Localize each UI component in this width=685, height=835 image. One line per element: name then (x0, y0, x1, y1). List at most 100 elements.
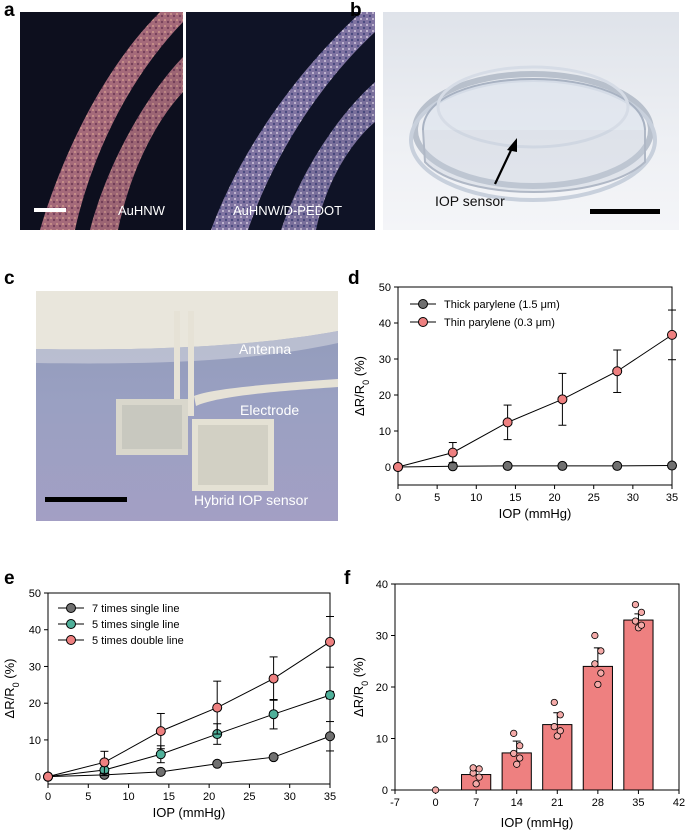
chart-e-series-line (47, 641, 331, 778)
chart-e-x-tick-label: 15 (163, 791, 175, 803)
panel-c-photo: Antenna Electrode Hybrid IOP sensor (36, 291, 338, 521)
chart-d-data-point (447, 447, 458, 458)
panel-d-letter: d (348, 268, 360, 289)
chart-f-data-point (556, 727, 564, 735)
chart-e-data-point (155, 766, 166, 777)
chart-f-data-point (637, 608, 646, 616)
chart-f-y-tick-label: 20 (376, 682, 388, 694)
chart-e-data-point (268, 673, 279, 684)
au-hnw-pedot-arc-image (211, 12, 375, 230)
chart-e-series-line (47, 735, 331, 778)
chart-e-y-tick-label: 20 (29, 698, 41, 710)
chart-f-data-point (431, 786, 440, 794)
chart-d-data-point (667, 460, 677, 471)
chart-d-y-tick-label: 0 (385, 462, 391, 474)
chart-e-legend-label: 7 times single line (92, 603, 179, 615)
scale-bar-a (34, 208, 66, 212)
arrow-icon (494, 138, 517, 185)
chart-f-x-tick-label: 0 (433, 797, 439, 809)
panel-b-photo: IOP sensor (383, 12, 679, 230)
chart-e-data-point (325, 690, 335, 701)
chart-d-data-point (502, 460, 513, 471)
chart-f-x-tick-label: -7 (390, 797, 400, 809)
panel-a-right-micrograph: AuHNW/D-PEDOT (186, 12, 375, 230)
chart-f-data-point (510, 749, 518, 758)
chart-f-data-point (591, 631, 599, 640)
chart-e-y-tick-label: 10 (29, 735, 41, 747)
hybrid-iop-sensor-label: Hybrid IOP sensor (194, 492, 309, 508)
chart-d-x-tick-label: 15 (509, 492, 521, 504)
chart-f-data-point (516, 754, 524, 762)
chart-e-data-point (268, 752, 279, 763)
chart-d-series-line (397, 334, 673, 468)
scale-bar-c (45, 497, 127, 502)
chart-f-y-tick-label: 30 (376, 631, 388, 643)
chart-d-legend-marker (418, 299, 428, 309)
chart-f-y-tick-label: 0 (382, 785, 388, 797)
chart-d-x-tick-label: 0 (395, 492, 401, 504)
chart-f-data-point (631, 617, 640, 625)
chart-d-legend-label: Thin parylene (0.3 μm) (444, 317, 555, 329)
chart-d-data-point (667, 329, 677, 340)
chart-e-legend-marker (66, 635, 76, 645)
chart-f-y-tick-label: 40 (376, 579, 388, 591)
panel-a-letter: a (4, 0, 15, 21)
chart-e-x-tick-label: 20 (203, 791, 215, 803)
chart-d-y-tick-label: 40 (379, 318, 391, 330)
chart-f-y-axis-label: ΔR/R0 (%) (351, 657, 370, 717)
chart-d-data-point (612, 366, 623, 377)
chart-f-data-point (516, 742, 524, 750)
panel-a-left-micrograph: AuHNW (20, 12, 183, 230)
chart-d-y-tick-label: 10 (379, 426, 391, 438)
panel-e-letter: e (4, 568, 15, 589)
chart-d-y-tick-label: 30 (379, 354, 391, 366)
chart-e-x-tick-label: 25 (243, 791, 255, 803)
chart-f-data-point (475, 773, 483, 781)
chart-f-data-point (637, 621, 646, 629)
chart-e-x-tick-label: 30 (284, 791, 296, 803)
chart-e-y-axis-label: ΔR/R0 (%) (2, 659, 21, 719)
chart-f-y-tick-label: 10 (376, 734, 388, 746)
chart-e-data-point (212, 702, 223, 713)
chart-e-y-tick-label: 40 (29, 625, 41, 637)
chart-d-y-tick-label: 20 (379, 390, 391, 402)
chart-f-data-point (597, 647, 605, 655)
chart-e-legend-label: 5 times single line (92, 619, 179, 631)
chart-d-x-tick-label: 30 (627, 492, 639, 504)
chart-d-plot-frame (397, 286, 673, 486)
chart-f-data-point (475, 765, 483, 773)
chart-f-data-point (513, 760, 521, 768)
chart-e-data-point (212, 758, 223, 769)
chart-d-x-tick-label: 20 (548, 492, 560, 504)
chart-e-y-tick-label: 0 (35, 772, 41, 784)
chart-e-data-point (268, 709, 279, 720)
au-hnw-pedot-label: AuHNW/D-PEDOT (233, 203, 343, 218)
chart-e-data-point (155, 726, 166, 737)
sensor-device-image (36, 291, 338, 491)
chart-f-data-point (597, 669, 605, 677)
chart-d-data-point (557, 394, 568, 405)
chart-e-plot-frame (47, 592, 331, 785)
scale-bar-b (590, 209, 660, 214)
chart-f-data-point (556, 711, 564, 719)
chart-d-x-axis-label: IOP (mmHg) (499, 506, 572, 521)
chart-d-x-tick-label: 25 (588, 492, 600, 504)
chart-e-x-tick-label: 0 (45, 791, 51, 803)
chart-e-y-tick-label: 50 (29, 588, 41, 600)
chart-d: 0 5 10 15 20 25 30 35 0 10 20 30 40 50 IOP (mmHg) ΔR/R0… (352, 282, 678, 521)
chart-e-data-point (325, 636, 335, 647)
panel-c-letter: c (4, 268, 15, 289)
chart-d-x-tick-label: 35 (666, 492, 678, 504)
chart-e-series-line (47, 694, 331, 778)
panel-f-letter: f (344, 568, 351, 589)
chart-f-x-axis-label: IOP (mmHg) (501, 815, 574, 830)
chart-f-data-point (591, 660, 599, 668)
chart-e-x-tick-label: 35 (324, 791, 336, 803)
chart-f-data-point (510, 729, 518, 737)
antenna-label: Antenna (239, 341, 292, 357)
chart-e-x-tick-label: 5 (85, 791, 91, 803)
chart-e-legend-marker (66, 619, 76, 629)
chart-d-x-tick-label: 5 (434, 492, 440, 504)
chart-e: 0 5 10 15 20 25 30 35 0 10 20 30 40 50 IOP (mmHg) ΔR/R0… (2, 588, 336, 820)
